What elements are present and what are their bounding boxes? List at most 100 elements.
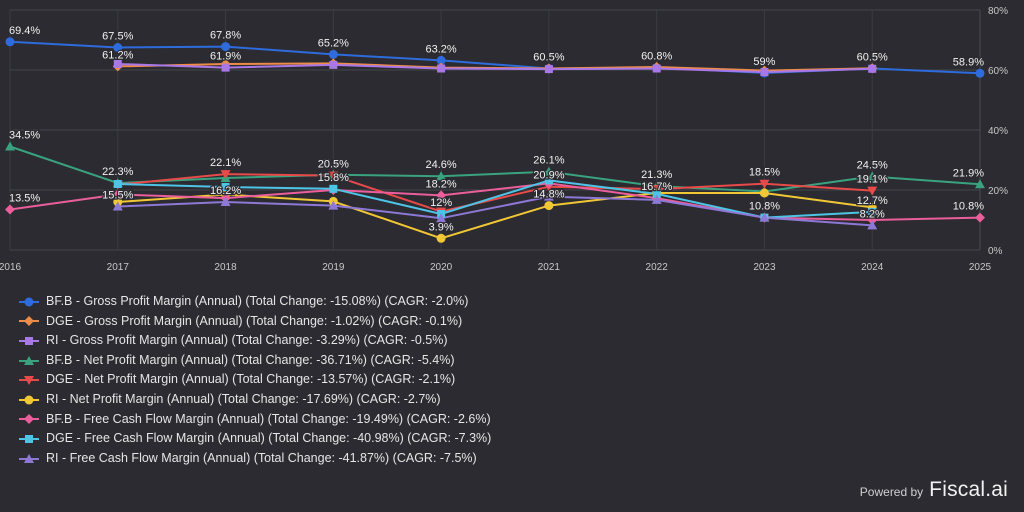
data-point-5-4: [436, 233, 446, 243]
data-label: 14.8%: [533, 189, 564, 201]
x-tick-label: 2025: [969, 262, 992, 273]
chart-legend: BF.B - Gross Profit Margin (Annual) (Tot…: [18, 292, 491, 468]
legend-item[interactable]: BF.B - Free Cash Flow Margin (Annual) (T…: [18, 410, 491, 430]
data-label: 8.2%: [860, 208, 885, 220]
data-point-8-4: [436, 213, 447, 223]
data-point-5-7: [759, 188, 769, 198]
data-label: 65.2%: [318, 37, 349, 49]
data-label: 18.5%: [749, 167, 780, 179]
x-tick-label: 2024: [861, 262, 884, 273]
powered-by-text: Powered by: [859, 485, 924, 499]
legend-item[interactable]: DGE - Free Cash Flow Margin (Annual) (To…: [18, 429, 491, 449]
y-tick-label: 20%: [988, 186, 1008, 197]
data-label: 67.5%: [102, 31, 133, 43]
y-tick-label: 40%: [988, 126, 1008, 137]
data-point-6-8: [867, 215, 878, 225]
data-label: 13.5%: [9, 193, 40, 205]
data-point-7-6: [652, 189, 661, 198]
data-label: 15.8%: [318, 172, 349, 184]
data-point-2-4: [437, 64, 446, 73]
data-label: 60.8%: [641, 51, 672, 63]
data-label: 24.6%: [426, 159, 457, 171]
data-point-7-5: [544, 176, 553, 185]
data-label: 10.8%: [953, 201, 984, 213]
data-point-3-5: [543, 166, 554, 176]
legend-item[interactable]: DGE - Gross Profit Margin (Annual) (Tota…: [18, 312, 491, 332]
legend-item[interactable]: RI - Gross Profit Margin (Annual) (Total…: [18, 331, 491, 351]
data-point-3-4: [436, 171, 447, 181]
legend-label: BF.B - Free Cash Flow Margin (Annual) (T…: [46, 411, 491, 426]
data-label: 10.8%: [749, 201, 780, 213]
legend-swatch-icon: [19, 453, 39, 463]
series-lines: [9, 40, 981, 240]
x-tick-label: 2023: [753, 262, 776, 273]
legend-marker-icon: [25, 336, 33, 345]
legend-item[interactable]: RI - Net Profit Margin (Annual) (Total C…: [18, 390, 491, 410]
legend-swatch-icon: [19, 395, 39, 405]
legend-swatch-icon: [19, 316, 39, 327]
data-point-6-0: [5, 204, 15, 215]
data-label: 59%: [753, 56, 775, 68]
x-tick-label: 2020: [430, 262, 453, 273]
data-label: 22.1%: [210, 157, 241, 169]
data-label: 60.5%: [857, 52, 888, 64]
x-tick-label: 2022: [646, 262, 669, 273]
chart-canvas: 0%20%40%60%80% 2016 2017 2018 2019 2020 2021 2…: [0, 6, 1008, 273]
data-label: 21.9%: [953, 167, 984, 179]
legend-swatch-icon: [19, 414, 39, 425]
data-label: 16.2%: [210, 185, 241, 197]
legend-item[interactable]: BF.B - Gross Profit Margin (Annual) (Tot…: [18, 292, 491, 312]
legend-marker-icon: [24, 355, 34, 365]
legend-marker-icon: [25, 434, 33, 443]
x-tick-label: 2018: [214, 262, 237, 273]
data-label: 3.9%: [429, 221, 454, 233]
data-label: 67.8%: [210, 30, 241, 42]
x-axis: 2016 2017 2018 2019 2020 2021 2022 2023 2024 2025: [0, 262, 992, 273]
data-point-7-3: [329, 184, 338, 193]
legend-label: RI - Gross Profit Margin (Annual) (Total…: [46, 333, 448, 348]
data-label: 61.2%: [102, 49, 133, 61]
data-label: 20.5%: [318, 159, 349, 171]
data-label: 18.2%: [426, 178, 457, 190]
fiscal-ai-logo[interactable]: Fiscal.ai: [929, 478, 1008, 501]
data-point-5-5: [544, 201, 554, 211]
data-labels: 69.4% 67.5% 67.8% 65.2% 63.2% 60.5% 60.8% 59% 60…: [8, 24, 986, 235]
series-line-4: [117, 173, 873, 213]
legend-item[interactable]: BF.B - Net Profit Margin (Annual) (Total…: [18, 351, 491, 371]
data-point-2-2: [221, 63, 230, 72]
data-label: 25.1%: [318, 158, 349, 170]
legend-swatch-icon: [19, 355, 39, 365]
legend-label: RI - Net Profit Margin (Annual) (Total C…: [46, 391, 441, 406]
data-label: 63.2%: [426, 43, 457, 55]
legend-swatch-icon: [19, 336, 39, 345]
data-point-6-4: [436, 190, 447, 201]
data-point-0-0: [5, 37, 15, 47]
legend-label: BF.B - Net Profit Margin (Annual) (Total…: [46, 352, 455, 367]
data-point-0-4: [436, 55, 446, 65]
series-line-8: [117, 195, 873, 227]
legend-item[interactable]: RI - Free Cash Flow Margin (Annual) (Tot…: [18, 449, 491, 469]
data-point-2-5: [544, 65, 553, 74]
data-point-8-1: [112, 201, 123, 211]
y-tick-label: 60%: [988, 66, 1008, 77]
data-point-0-1: [113, 43, 123, 52]
data-point-2-8: [868, 64, 877, 73]
x-tick-label: 2019: [322, 262, 345, 273]
data-point-2-6: [652, 64, 661, 73]
legend-item[interactable]: DGE - Net Profit Margin (Annual) (Total …: [18, 370, 491, 390]
data-label: 60.5%: [533, 52, 564, 64]
data-point-0-9: [975, 68, 985, 78]
data-label: 19.1%: [857, 174, 888, 186]
legend-swatch-icon: [19, 376, 39, 386]
data-label: 21.3%: [641, 169, 672, 181]
data-point-8-3: [328, 200, 339, 210]
data-point-7-8: [868, 207, 877, 216]
data-label: 61.9%: [210, 51, 241, 63]
legend-label: DGE - Gross Profit Margin (Annual) (Tota…: [46, 313, 463, 328]
data-label: 26.1%: [533, 155, 564, 167]
data-point-0-2: [221, 42, 231, 52]
series-line-3: [9, 145, 981, 193]
data-label: 34.5%: [9, 130, 40, 142]
data-label: 69.4%: [9, 25, 40, 37]
data-point-2-1: [113, 60, 122, 68]
